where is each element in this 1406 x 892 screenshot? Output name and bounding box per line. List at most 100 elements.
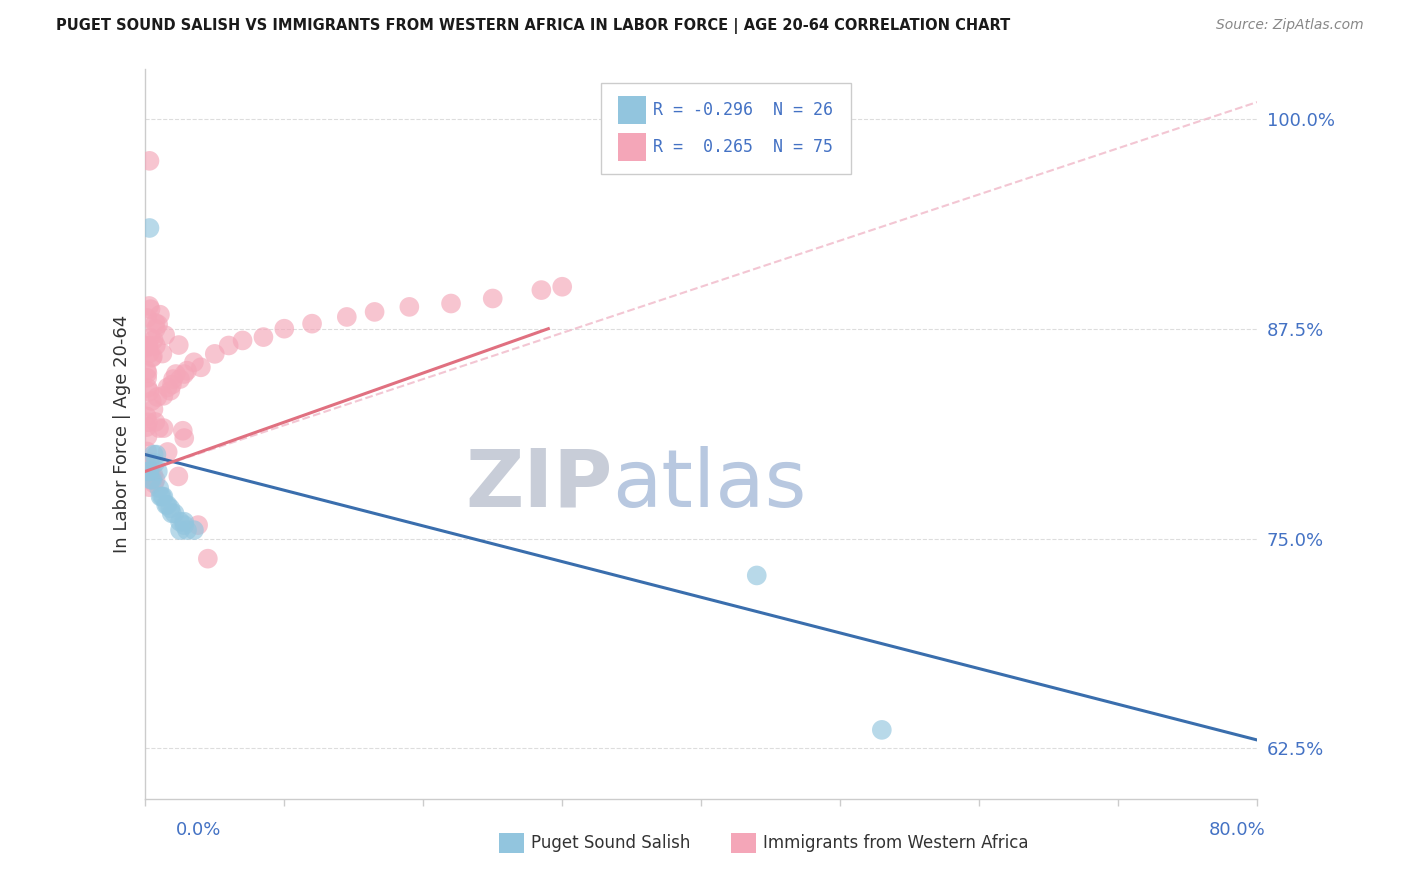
Point: [141, 351, 163, 365]
Point: [136, 415, 159, 429]
Point: [148, 421, 170, 435]
Point: [173, 367, 195, 381]
Point: [156, 380, 179, 394]
Point: [146, 390, 169, 404]
Point: [167, 469, 190, 483]
Text: R = -0.296: R = -0.296: [654, 101, 754, 120]
Text: N = 75: N = 75: [773, 137, 834, 155]
Point: [163, 506, 186, 520]
FancyBboxPatch shape: [602, 83, 851, 175]
Point: [138, 480, 160, 494]
Point: [481, 292, 503, 306]
Text: ZIP: ZIP: [465, 446, 612, 524]
Point: [142, 402, 165, 417]
Point: [138, 464, 160, 478]
Point: [145, 448, 167, 462]
Point: [204, 347, 226, 361]
Point: [162, 372, 184, 386]
Point: [156, 498, 179, 512]
Point: [183, 355, 205, 369]
Point: [152, 389, 174, 403]
Point: [136, 444, 159, 458]
Point: [135, 409, 157, 424]
Point: [141, 394, 163, 409]
Point: [160, 506, 183, 520]
Point: [136, 339, 159, 353]
Point: [153, 328, 176, 343]
Point: [273, 321, 295, 335]
Y-axis label: In Labor Force | Age 20-64: In Labor Force | Age 20-64: [114, 315, 131, 553]
Point: [135, 420, 157, 434]
Point: [136, 310, 159, 325]
Point: [139, 473, 162, 487]
Point: [530, 283, 553, 297]
Text: Immigrants from Western Africa: Immigrants from Western Africa: [763, 834, 1029, 852]
Point: [173, 515, 195, 529]
Point: [183, 523, 205, 537]
Point: [173, 431, 195, 445]
Point: [138, 339, 160, 353]
Text: Puget Sound Salish: Puget Sound Salish: [531, 834, 690, 852]
Point: [143, 456, 166, 470]
Point: [398, 300, 420, 314]
Point: [152, 346, 174, 360]
Point: [745, 568, 768, 582]
Point: [169, 515, 191, 529]
Point: [159, 384, 181, 398]
Point: [145, 322, 167, 336]
Point: [159, 501, 181, 516]
Point: [143, 476, 166, 491]
Point: [138, 455, 160, 469]
Point: [187, 518, 209, 533]
Point: [172, 424, 194, 438]
Point: [142, 467, 165, 482]
Point: [143, 415, 166, 429]
Point: [148, 481, 170, 495]
Point: [232, 334, 254, 348]
Point: [152, 421, 174, 435]
Point: [551, 279, 574, 293]
Point: [136, 464, 159, 478]
Point: [169, 523, 191, 537]
Point: [145, 473, 167, 487]
Point: [135, 341, 157, 355]
Point: [135, 363, 157, 377]
Point: [870, 723, 893, 737]
Point: [142, 448, 165, 462]
Point: [139, 302, 162, 317]
Point: [146, 464, 169, 478]
Point: [149, 490, 172, 504]
Point: [150, 490, 173, 504]
Point: [138, 153, 160, 168]
Point: [252, 330, 274, 344]
Point: [173, 518, 195, 533]
Point: [165, 367, 187, 381]
Point: [146, 318, 169, 332]
Text: PUGET SOUND SALISH VS IMMIGRANTS FROM WESTERN AFRICA IN LABOR FORCE | AGE 20-64 : PUGET SOUND SALISH VS IMMIGRANTS FROM WE…: [56, 18, 1011, 34]
Point: [152, 490, 174, 504]
Point: [363, 305, 385, 319]
Point: [149, 308, 172, 322]
Point: [145, 316, 167, 330]
Text: 80.0%: 80.0%: [1209, 821, 1265, 838]
Point: [301, 317, 323, 331]
Point: [190, 360, 212, 375]
Point: [176, 364, 198, 378]
Point: [135, 459, 157, 474]
Point: [136, 371, 159, 385]
Point: [138, 346, 160, 360]
Point: [218, 338, 240, 352]
Text: 0.0%: 0.0%: [176, 821, 221, 838]
FancyBboxPatch shape: [617, 96, 645, 124]
Point: [160, 377, 183, 392]
Point: [142, 350, 165, 364]
Point: [136, 381, 159, 395]
Point: [138, 384, 160, 399]
Point: [136, 366, 159, 380]
Point: [141, 473, 163, 487]
Point: [145, 338, 167, 352]
Point: [136, 429, 159, 443]
Text: Source: ZipAtlas.com: Source: ZipAtlas.com: [1216, 18, 1364, 32]
Point: [336, 310, 359, 324]
Point: [136, 461, 159, 475]
